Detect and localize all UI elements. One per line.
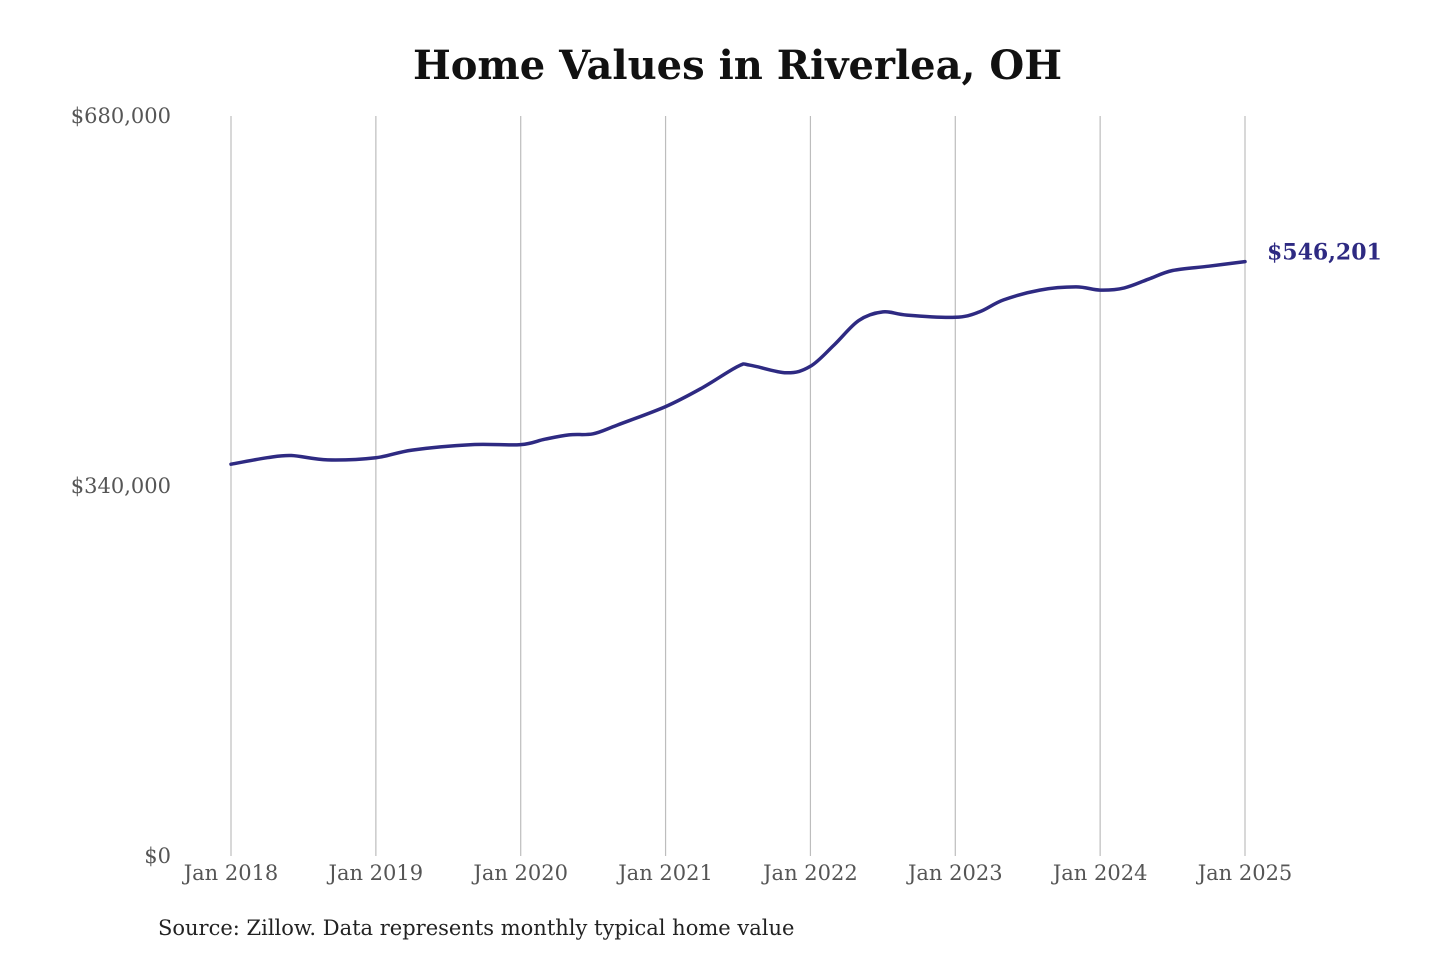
data-point — [784, 370, 789, 375]
series-line — [229, 259, 1247, 466]
y-tick-label: $0 — [144, 844, 171, 868]
data-point — [977, 309, 982, 314]
chart-title: Home Values in Riverlea, OH — [412, 42, 1063, 89]
data-point — [748, 363, 753, 368]
data-point — [905, 313, 910, 318]
data-point — [953, 315, 958, 320]
data-point — [1206, 264, 1211, 269]
data-point — [663, 404, 668, 409]
gridlines — [230, 116, 1246, 856]
x-tick-label: Jan 2019 — [327, 861, 424, 885]
data-point — [265, 455, 270, 460]
y-axis: $0 $340,000 $680,000 — [71, 104, 171, 868]
data-point — [856, 318, 861, 323]
data-point — [1122, 285, 1127, 290]
data-point — [542, 437, 547, 442]
data-point — [229, 462, 234, 467]
x-tick-label: Jan 2020 — [471, 861, 568, 885]
x-axis: Jan 2018 Jan 2019 Jan 2020 Jan 2021 Jan 2022… — [182, 861, 1293, 885]
data-point — [567, 432, 572, 437]
end-value-label: $546,201 — [1267, 240, 1382, 266]
data-point — [289, 453, 294, 458]
data-point — [615, 423, 620, 428]
x-tick-label: Jan 2018 — [182, 861, 279, 885]
y-tick-label: $680,000 — [71, 104, 171, 128]
data-point — [1074, 284, 1079, 289]
data-point — [591, 431, 596, 436]
y-tick-label: $340,000 — [71, 474, 171, 498]
data-point — [373, 455, 378, 460]
data-point — [518, 442, 523, 447]
data-point — [325, 457, 330, 462]
data-point — [1243, 259, 1248, 264]
data-point — [880, 309, 885, 314]
data-point — [1170, 268, 1175, 273]
data-point — [1037, 288, 1042, 293]
data-point — [736, 364, 741, 369]
data-point — [1098, 288, 1103, 293]
data-point — [470, 442, 475, 447]
x-tick-label: Jan 2023 — [906, 861, 1003, 885]
x-tick-label: Jan 2025 — [1196, 861, 1293, 885]
data-point — [699, 386, 704, 391]
data-point — [410, 448, 415, 453]
x-tick-label: Jan 2024 — [1051, 861, 1148, 885]
data-point — [832, 342, 837, 347]
x-tick-label: Jan 2022 — [761, 861, 858, 885]
x-tick-label: Jan 2021 — [616, 861, 713, 885]
data-point — [1001, 297, 1006, 302]
data-point — [808, 364, 813, 369]
source-note: Source: Zillow. Data represents monthly … — [158, 916, 795, 940]
series: $546,201 — [229, 240, 1382, 467]
data-point — [1146, 277, 1151, 282]
